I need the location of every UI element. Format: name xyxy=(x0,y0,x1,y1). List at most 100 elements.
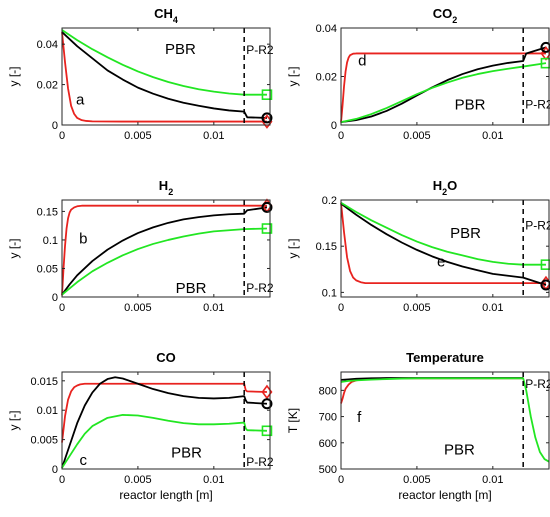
end-marker-green xyxy=(261,425,273,437)
end-marker-black xyxy=(540,279,550,291)
x-tick-label: 0.01 xyxy=(203,302,224,314)
panel-title: H2 xyxy=(159,178,173,197)
y-tick-label: 0.1 xyxy=(43,235,58,247)
region-label: PBR xyxy=(450,225,481,242)
y-tick-label: 0.1 xyxy=(322,287,337,299)
panel-temperature: Temperature P-R2 PBR f 0 0.005 0.01 500 600 700 80… xyxy=(286,350,550,502)
x-tick-label: 0 xyxy=(59,474,65,486)
y-tick-label: 0.2 xyxy=(322,195,337,207)
end-marker-green xyxy=(540,57,550,69)
end-marker-black xyxy=(261,398,273,410)
y-tick-label: 0.05 xyxy=(37,263,58,275)
panel-title: CO2 xyxy=(433,6,458,25)
axis-frame xyxy=(340,199,550,298)
title-main: CO xyxy=(156,350,176,365)
title-main: CH xyxy=(154,6,173,21)
y-tick-label: 0 xyxy=(52,292,58,304)
series-line-black xyxy=(61,376,268,469)
title-suffix: O xyxy=(447,178,457,193)
x-tick-label: 0.01 xyxy=(482,130,503,142)
end-marker-green xyxy=(261,223,273,234)
x-tick-label: 0 xyxy=(338,474,344,486)
series-line-green xyxy=(61,414,267,469)
series-line-green xyxy=(61,227,267,296)
panel-title: Temperature xyxy=(406,350,484,365)
panel-co2: CO2 P-R2 PBR d 0 0.005 0.01 0 0.02 0.04 y [-] xyxy=(286,6,550,142)
axis-frame xyxy=(61,199,271,298)
x-tick-label: 0 xyxy=(338,130,344,142)
divider-label: P-R2 xyxy=(246,281,274,295)
axis-frame xyxy=(340,371,550,470)
end-marker-black xyxy=(261,112,273,124)
title-main: CO xyxy=(433,6,453,21)
region-label: PBR xyxy=(455,96,486,113)
x-axis-label: reactor length [m] xyxy=(398,488,491,502)
y-tick-label: 0.02 xyxy=(37,80,58,92)
divider-label: P-R2 xyxy=(525,377,550,391)
series-line-red xyxy=(61,31,267,123)
y-axis-label: y [-] xyxy=(7,67,21,87)
region-label: PBR xyxy=(171,445,202,462)
series-line-red xyxy=(61,204,267,296)
y-tick-label: 600 xyxy=(319,438,337,450)
series-line-green xyxy=(340,62,547,123)
end-marker-green xyxy=(540,259,550,270)
x-tick-label: 0.005 xyxy=(403,302,431,314)
title-main: Temperature xyxy=(406,350,484,365)
divider-label: P-R2 xyxy=(525,218,550,232)
end-marker-green xyxy=(261,89,273,100)
region-label: PBR xyxy=(444,441,475,458)
y-tick-label: 0.01 xyxy=(37,405,58,417)
series-line-black xyxy=(340,202,547,286)
panel-title: CH4 xyxy=(154,6,178,25)
divider-label: P-R2 xyxy=(246,455,274,469)
series-line-red xyxy=(340,377,524,404)
y-tick-label: 500 xyxy=(319,464,337,476)
axis-frame xyxy=(61,27,271,126)
panel-letter: c xyxy=(80,452,88,469)
panel-title: H2O xyxy=(433,178,458,197)
y-tick-label: 0.015 xyxy=(30,376,58,388)
x-tick-label: 0 xyxy=(338,302,344,314)
x-tick-label: 0.005 xyxy=(403,474,431,486)
series-line-red xyxy=(61,382,267,443)
series-line-green xyxy=(340,377,550,463)
x-tick-label: 0.005 xyxy=(124,130,152,142)
region-label: PBR xyxy=(176,280,207,297)
title-subscript: 4 xyxy=(173,15,178,25)
panel-h2o: H2O P-R2 PBR e 0 0.005 0.01 0.1 0.15 0.2 y [-] xyxy=(286,178,550,314)
y-tick-label: 700 xyxy=(319,412,337,424)
series-line-green xyxy=(61,29,267,96)
panel-h2: H2 P-R2 PBR b 0 0.005 0.01 0 0.05 0.1 0.15 y [-] xyxy=(7,178,274,314)
series-line-red xyxy=(340,52,546,123)
y-tick-label: 0 xyxy=(52,464,58,476)
y-axis-label: T [K] xyxy=(286,408,300,433)
series-line-green xyxy=(340,202,546,266)
y-tick-label: 0.15 xyxy=(37,206,58,218)
y-axis-label: y [-] xyxy=(286,67,300,87)
series-line-black xyxy=(61,31,267,119)
end-marker-black xyxy=(540,41,550,53)
x-tick-label: 0.005 xyxy=(124,474,152,486)
x-tick-label: 0.005 xyxy=(403,130,431,142)
region-label: PBR xyxy=(165,41,196,58)
x-tick-label: 0.01 xyxy=(482,302,503,314)
y-axis-label: y [-] xyxy=(286,239,300,259)
panel-co: CO P-R2 PBR c 0 0.005 0.01 0 0.005 0.01 0.015 y [-]… xyxy=(7,350,274,502)
series-line-black xyxy=(340,46,547,123)
panel-letter: a xyxy=(76,92,85,109)
x-tick-label: 0.01 xyxy=(203,130,224,142)
axis-frame xyxy=(61,371,271,470)
title-subscript: 2 xyxy=(442,187,447,197)
panel-letter: e xyxy=(437,253,445,270)
x-tick-label: 0 xyxy=(59,130,65,142)
title-subscript: 2 xyxy=(452,15,457,25)
x-tick-label: 0 xyxy=(59,302,65,314)
end-marker-black xyxy=(261,201,273,213)
y-tick-label: 0.15 xyxy=(316,241,337,253)
x-tick-label: 0.01 xyxy=(203,474,224,486)
y-tick-label: 0.04 xyxy=(316,23,337,35)
y-axis-label: y [-] xyxy=(7,239,21,259)
series-line-red xyxy=(340,202,546,285)
